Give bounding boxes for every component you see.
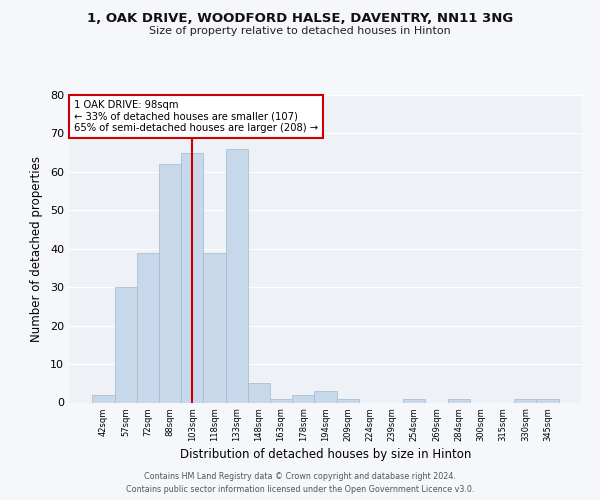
Bar <box>115 287 137 403</box>
Bar <box>203 252 226 402</box>
Text: 1, OAK DRIVE, WOODFORD HALSE, DAVENTRY, NN11 3NG: 1, OAK DRIVE, WOODFORD HALSE, DAVENTRY, … <box>87 12 513 26</box>
Bar <box>314 391 337 402</box>
Bar <box>337 398 359 402</box>
Bar <box>92 395 115 402</box>
Bar <box>403 398 425 402</box>
X-axis label: Distribution of detached houses by size in Hinton: Distribution of detached houses by size … <box>180 448 471 461</box>
Bar <box>248 384 270 402</box>
Bar <box>137 252 159 402</box>
Bar <box>536 398 559 402</box>
Bar <box>292 395 314 402</box>
Bar <box>448 398 470 402</box>
Y-axis label: Number of detached properties: Number of detached properties <box>30 156 43 342</box>
Bar <box>181 152 203 402</box>
Bar <box>270 398 292 402</box>
Bar <box>514 398 536 402</box>
Text: 1 OAK DRIVE: 98sqm
← 33% of detached houses are smaller (107)
65% of semi-detach: 1 OAK DRIVE: 98sqm ← 33% of detached hou… <box>74 100 318 133</box>
Text: Size of property relative to detached houses in Hinton: Size of property relative to detached ho… <box>149 26 451 36</box>
Bar <box>226 149 248 403</box>
Text: Contains HM Land Registry data © Crown copyright and database right 2024.: Contains HM Land Registry data © Crown c… <box>144 472 456 481</box>
Text: Contains public sector information licensed under the Open Government Licence v3: Contains public sector information licen… <box>126 485 474 494</box>
Bar <box>159 164 181 402</box>
